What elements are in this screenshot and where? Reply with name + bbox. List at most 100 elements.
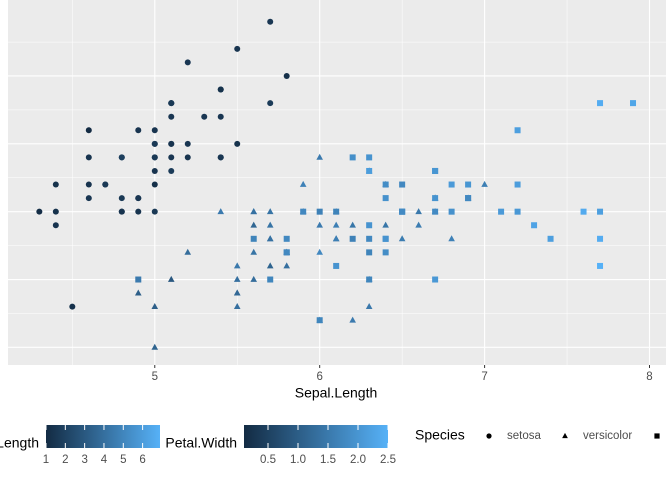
colorbar-tick-label: 2.0 bbox=[350, 454, 366, 466]
point bbox=[531, 222, 538, 229]
point bbox=[217, 208, 225, 215]
point bbox=[398, 235, 406, 242]
colorbar-tick-label: 1 bbox=[43, 454, 49, 466]
point bbox=[332, 235, 340, 242]
point bbox=[85, 181, 92, 188]
point bbox=[250, 221, 258, 228]
point bbox=[151, 154, 158, 161]
point bbox=[151, 140, 158, 147]
point bbox=[151, 303, 159, 310]
point bbox=[233, 262, 241, 269]
point bbox=[332, 221, 340, 228]
point bbox=[250, 275, 258, 282]
point bbox=[283, 72, 290, 79]
point bbox=[580, 208, 587, 215]
colorbar-tick-label: 1.0 bbox=[290, 454, 306, 466]
point bbox=[382, 235, 389, 242]
point bbox=[382, 181, 389, 188]
point bbox=[267, 18, 274, 25]
point bbox=[167, 275, 175, 282]
point bbox=[382, 195, 389, 202]
colorbar bbox=[244, 425, 388, 448]
point bbox=[366, 249, 373, 256]
legend-key bbox=[654, 433, 660, 439]
point bbox=[316, 208, 323, 215]
point bbox=[316, 153, 323, 160]
point bbox=[448, 235, 455, 242]
point bbox=[250, 235, 257, 242]
point bbox=[151, 167, 158, 174]
colorbar-tick-label: 1.5 bbox=[320, 454, 336, 466]
point bbox=[514, 208, 521, 215]
point bbox=[184, 59, 191, 66]
point bbox=[184, 140, 191, 147]
panel bbox=[8, 0, 666, 365]
x-tick-label: 6 bbox=[316, 371, 322, 383]
point bbox=[266, 208, 274, 215]
point bbox=[201, 113, 208, 120]
point bbox=[52, 181, 59, 188]
point bbox=[217, 86, 224, 93]
point bbox=[432, 276, 439, 283]
point bbox=[151, 208, 158, 215]
point bbox=[267, 276, 274, 283]
x-tick-label: 7 bbox=[481, 371, 487, 383]
point bbox=[135, 276, 142, 283]
colorbar-tick-label: 5 bbox=[120, 454, 126, 466]
colorbar bbox=[46, 425, 160, 448]
point bbox=[366, 167, 373, 174]
point bbox=[267, 100, 274, 107]
point bbox=[349, 154, 356, 161]
legend-title: Species bbox=[415, 427, 465, 443]
point bbox=[316, 221, 323, 228]
point bbox=[349, 221, 356, 228]
legend-label: setosa bbox=[507, 430, 541, 442]
x-tick-label: 5 bbox=[152, 371, 158, 383]
legend-key bbox=[562, 432, 568, 439]
point bbox=[432, 167, 439, 174]
point bbox=[168, 100, 175, 107]
point bbox=[415, 221, 422, 228]
point bbox=[151, 181, 158, 188]
point bbox=[233, 275, 241, 282]
point bbox=[233, 289, 241, 296]
point bbox=[135, 208, 142, 215]
colorbar-title: Petal.Length bbox=[0, 435, 39, 451]
point bbox=[399, 208, 406, 215]
point bbox=[448, 181, 455, 188]
point bbox=[168, 113, 175, 120]
point bbox=[283, 262, 291, 269]
point bbox=[234, 45, 241, 52]
point bbox=[52, 222, 59, 229]
point bbox=[118, 154, 125, 161]
point bbox=[217, 154, 224, 161]
legend-label: versicolor bbox=[583, 430, 632, 442]
point bbox=[250, 208, 258, 215]
point bbox=[168, 167, 175, 174]
point bbox=[366, 235, 373, 242]
point bbox=[135, 195, 142, 202]
point bbox=[382, 221, 389, 228]
point bbox=[118, 208, 125, 215]
point bbox=[365, 303, 373, 310]
point bbox=[366, 276, 373, 283]
point bbox=[151, 127, 158, 134]
point bbox=[266, 235, 274, 242]
point bbox=[299, 180, 307, 187]
point bbox=[233, 303, 241, 310]
point bbox=[514, 181, 521, 188]
colorbar-tick-label: 2 bbox=[62, 454, 68, 466]
colorbar-tick-label: 0.5 bbox=[260, 454, 276, 466]
point bbox=[597, 208, 604, 215]
colorbar-tick-label: 2.5 bbox=[380, 454, 396, 466]
point bbox=[547, 235, 554, 242]
point bbox=[432, 208, 439, 215]
colorbar-tick-label: 4 bbox=[101, 454, 108, 466]
point bbox=[465, 181, 472, 188]
point bbox=[184, 248, 192, 255]
point bbox=[168, 140, 175, 147]
point bbox=[333, 208, 340, 215]
point bbox=[432, 195, 439, 202]
point bbox=[151, 343, 159, 350]
point bbox=[333, 262, 340, 269]
